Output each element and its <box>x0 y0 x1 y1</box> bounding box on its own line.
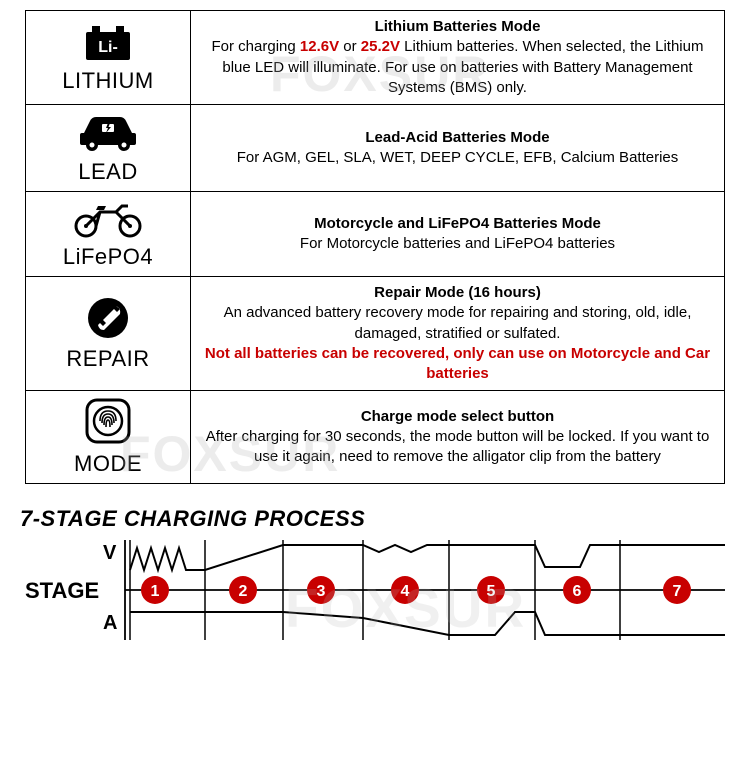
fingerprint-button-icon <box>84 397 132 445</box>
table-row: LiFePO4 Motorcycle and LiFePO4 Batteries… <box>26 192 725 277</box>
desc-body: For Motorcycle batteries and LiFePO4 bat… <box>300 235 615 252</box>
icon-label: LEAD <box>78 159 137 185</box>
table-row: REPAIR Repair Mode (16 hours) An advance… <box>26 277 725 391</box>
svg-text:5: 5 <box>487 583 496 600</box>
car-icon <box>76 111 140 153</box>
desc-body: For AGM, GEL, SLA, WET, DEEP CYCLE, EFB,… <box>237 149 679 166</box>
desc-title: Charge mode select button <box>201 407 714 427</box>
stage-chart: FOXSUR 1234567 V STAGE A <box>25 540 725 645</box>
desc-cell-lithium: Lithium Batteries Mode For charging 12.6… <box>191 11 725 105</box>
desc-title: Motorcycle and LiFePO4 Batteries Mode <box>201 214 714 234</box>
icon-cell-mode: MODE <box>26 391 191 484</box>
desc-cell-lead: Lead-Acid Batteries Mode For AGM, GEL, S… <box>191 105 725 192</box>
wrench-icon <box>86 296 130 340</box>
icon-label: LITHIUM <box>62 68 154 94</box>
desc-body: An advanced battery recovery mode for re… <box>224 304 692 341</box>
icon-cell-lead: LEAD <box>26 105 191 192</box>
desc-cell-mode: Charge mode select button After charging… <box>191 391 725 484</box>
modes-table: Li- LITHIUM Lithium Batteries Mode For c… <box>25 10 725 484</box>
svg-text:6: 6 <box>573 583 582 600</box>
a-axis-label: A <box>103 612 117 635</box>
svg-text:4: 4 <box>401 583 410 600</box>
battery-lithium-icon: Li- <box>80 22 136 62</box>
modes-table-container: FOXSUR FOXSUR Li- LITHIUM Lithium Batter… <box>25 10 725 484</box>
table-row: MODE Charge mode select button After cha… <box>26 391 725 484</box>
svg-text:3: 3 <box>317 583 326 600</box>
icon-cell-lifepo4: LiFePO4 <box>26 192 191 277</box>
desc-cell-repair: Repair Mode (16 hours) An advanced batte… <box>191 277 725 391</box>
icon-label: MODE <box>74 451 142 477</box>
stage-axis-label: STAGE <box>25 578 99 604</box>
svg-text:1: 1 <box>151 583 160 600</box>
v-axis-label: V <box>103 542 116 565</box>
svg-text:Li-: Li- <box>98 39 118 56</box>
table-row: LEAD Lead-Acid Batteries Mode For AGM, G… <box>26 105 725 192</box>
svg-text:7: 7 <box>673 583 682 600</box>
desc-body: After charging for 30 seconds, the mode … <box>206 428 710 465</box>
icon-label: LiFePO4 <box>63 244 153 270</box>
desc-title: Lead-Acid Batteries Mode <box>201 128 714 148</box>
desc-cell-lifepo4: Motorcycle and LiFePO4 Batteries Mode Fo… <box>191 192 725 277</box>
table-row: Li- LITHIUM Lithium Batteries Mode For c… <box>26 11 725 105</box>
desc-red-note: Not all batteries can be recovered, only… <box>205 345 710 382</box>
stage-chart-svg: 1 2 3 4 5 6 7 <box>25 540 725 640</box>
icon-cell-lithium: Li- LITHIUM <box>26 11 191 105</box>
icon-label: REPAIR <box>66 346 149 372</box>
desc-body: For charging 12.6V or 25.2V Lithium batt… <box>212 38 704 96</box>
motorcycle-icon <box>72 198 144 238</box>
svg-text:2: 2 <box>239 583 248 600</box>
desc-title: Lithium Batteries Mode <box>201 17 714 37</box>
desc-title: Repair Mode (16 hours) <box>201 283 714 303</box>
icon-cell-repair: REPAIR <box>26 277 191 391</box>
section-title: 7-STAGE CHARGING PROCESS <box>20 506 750 532</box>
